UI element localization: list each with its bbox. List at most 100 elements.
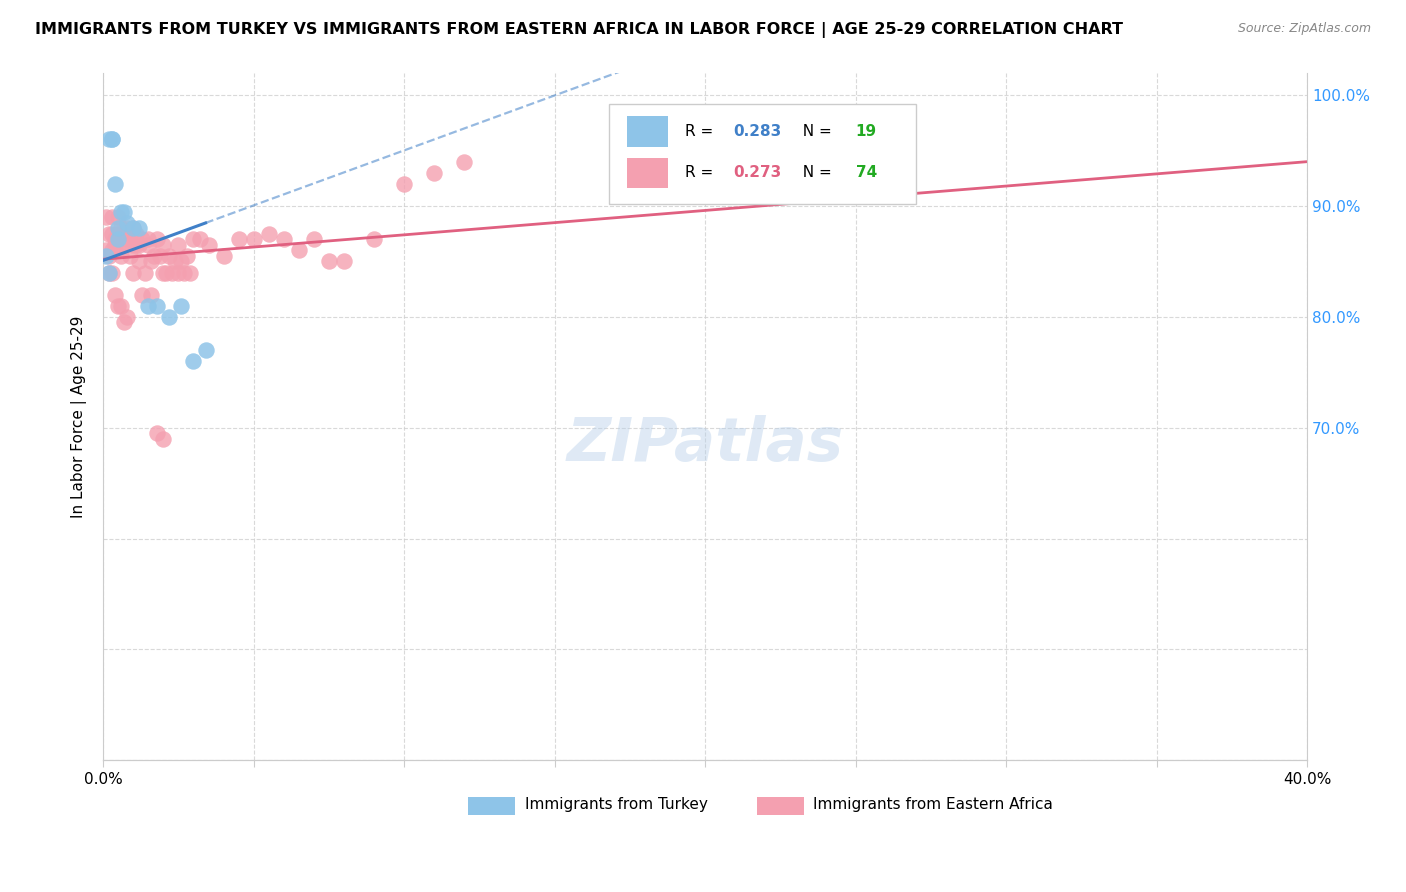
Point (98, 227, 121, 241)
Point (101, 132, 124, 146)
Text: Immigrants from Turkey: Immigrants from Turkey (524, 797, 707, 813)
Text: 74: 74 (856, 165, 877, 180)
Point (120, 249, 142, 263)
Point (167, 266, 190, 280)
Point (392, 177, 415, 191)
Point (141, 254, 163, 268)
Point (179, 266, 201, 280)
Point (141, 287, 163, 301)
Text: Source: ZipAtlas.com: Source: ZipAtlas.com (1237, 22, 1371, 36)
Point (152, 266, 174, 280)
Point (122, 221, 145, 235)
Point (110, 249, 132, 263)
Point (363, 232, 385, 246)
Point (107, 227, 129, 241)
Point (165, 254, 187, 268)
Point (159, 249, 181, 263)
Point (146, 299, 169, 313)
Point (453, 154, 475, 169)
Point (423, 166, 446, 180)
Point (170, 299, 193, 313)
Point (152, 237, 174, 252)
Point (101, 266, 124, 280)
Text: IMMIGRANTS FROM TURKEY VS IMMIGRANTS FROM EASTERN AFRICA IN LABOR FORCE | AGE 25: IMMIGRANTS FROM TURKEY VS IMMIGRANTS FRO… (35, 22, 1123, 38)
Point (176, 249, 198, 263)
Point (134, 266, 156, 280)
FancyBboxPatch shape (609, 103, 915, 203)
Point (98, 266, 121, 280)
Point (183, 354, 205, 368)
FancyBboxPatch shape (756, 797, 804, 814)
Point (104, 177, 127, 191)
Point (98, 132, 121, 146)
Text: 0.283: 0.283 (733, 124, 782, 139)
Point (242, 232, 264, 246)
Point (101, 132, 124, 146)
Point (125, 237, 148, 252)
Text: R =: R = (685, 165, 718, 180)
Point (333, 254, 356, 268)
Point (120, 227, 142, 241)
Point (197, 237, 219, 252)
Point (104, 232, 127, 246)
Text: 0.273: 0.273 (733, 165, 782, 180)
Point (96, 210, 118, 224)
Point (146, 426, 169, 441)
Point (131, 287, 153, 301)
Point (228, 232, 250, 246)
Point (146, 232, 169, 246)
Point (194, 343, 217, 358)
Point (112, 237, 135, 252)
Point (98, 249, 121, 263)
Point (318, 254, 340, 268)
Point (117, 216, 139, 230)
Point (110, 299, 132, 313)
Point (155, 266, 177, 280)
Text: N =: N = (793, 124, 837, 139)
Point (122, 266, 145, 280)
FancyBboxPatch shape (627, 116, 668, 146)
Point (104, 237, 127, 252)
Point (212, 249, 235, 263)
Point (128, 254, 150, 268)
Point (112, 227, 135, 241)
Point (128, 221, 150, 235)
Point (122, 221, 145, 235)
Point (101, 227, 124, 241)
Point (117, 310, 139, 324)
Point (101, 244, 124, 258)
Text: R =: R = (685, 124, 718, 139)
Point (302, 232, 325, 246)
Point (138, 299, 160, 313)
Text: Immigrants from Eastern Africa: Immigrants from Eastern Africa (814, 797, 1053, 813)
Point (257, 227, 280, 241)
Point (173, 266, 195, 280)
Point (107, 221, 129, 235)
Point (117, 232, 139, 246)
Y-axis label: In Labor Force | Age 25-29: In Labor Force | Age 25-29 (72, 316, 87, 518)
Text: ZIPatlas: ZIPatlas (567, 415, 844, 474)
Point (170, 254, 193, 268)
Point (104, 287, 127, 301)
Point (107, 244, 129, 258)
FancyBboxPatch shape (627, 158, 668, 187)
Text: N =: N = (793, 165, 837, 180)
Point (107, 210, 129, 224)
Point (112, 204, 135, 219)
Point (125, 227, 148, 241)
Point (96, 249, 118, 263)
Point (138, 232, 160, 246)
Point (183, 232, 205, 246)
Point (159, 310, 181, 324)
Point (131, 232, 153, 246)
Text: 19: 19 (856, 124, 877, 139)
FancyBboxPatch shape (468, 797, 515, 814)
Point (112, 315, 135, 329)
Point (101, 210, 124, 224)
Point (107, 232, 129, 246)
Point (138, 237, 160, 252)
Point (128, 237, 150, 252)
Point (122, 237, 145, 252)
Point (110, 221, 132, 235)
Point (117, 221, 139, 235)
